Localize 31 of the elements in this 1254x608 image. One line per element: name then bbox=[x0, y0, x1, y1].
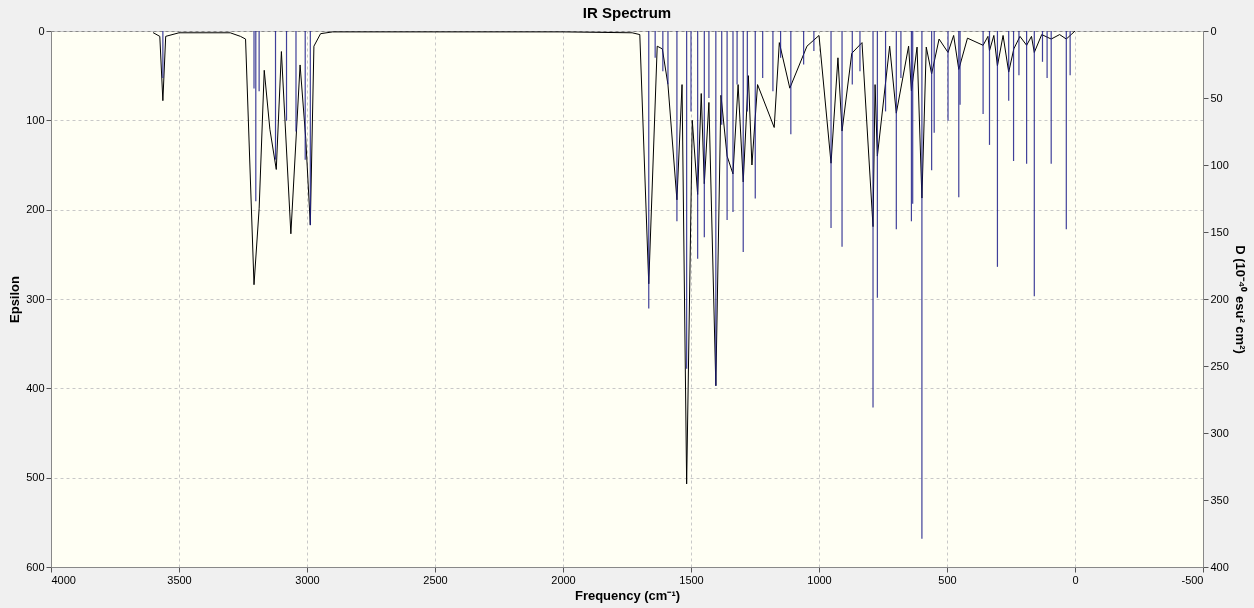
x-tick-label: -500 bbox=[1181, 573, 1204, 586]
y-tick-label: 400 bbox=[26, 381, 45, 394]
y2-tick-label: 250 bbox=[1210, 359, 1229, 372]
y2-tick-label: 100 bbox=[1210, 158, 1229, 171]
x-tick-label: 3500 bbox=[167, 573, 192, 586]
y-tick-label: 0 bbox=[38, 24, 45, 37]
y-tick-label: 600 bbox=[26, 560, 45, 573]
y2-tick-label: 200 bbox=[1210, 292, 1229, 305]
x-tick-label: 3000 bbox=[295, 573, 320, 586]
y-tick-label: 100 bbox=[26, 113, 45, 126]
x-tick-label: 0 bbox=[1072, 573, 1079, 586]
x-tick-label: 2500 bbox=[423, 573, 448, 586]
y2-tick-label: 0 bbox=[1210, 24, 1217, 37]
x-tick-label: 1000 bbox=[807, 573, 832, 586]
y-tick-label: 300 bbox=[26, 292, 45, 305]
y-tick-label: 200 bbox=[26, 203, 45, 216]
y-axis-title: Epsilon bbox=[7, 275, 23, 323]
x-tick-label: 1500 bbox=[679, 573, 704, 586]
line-series bbox=[152, 31, 1076, 485]
y2-tick-label: 50 bbox=[1210, 91, 1223, 104]
x-tick-label: 4000 bbox=[51, 573, 76, 586]
y2-tick-label: 400 bbox=[1210, 560, 1229, 573]
y-tick-label: 500 bbox=[26, 471, 45, 484]
y2-tick-label: 300 bbox=[1210, 426, 1229, 439]
x-tick-label: 2000 bbox=[551, 573, 576, 586]
y2-axis-title: D (10⁻⁴⁰ esu² cm²) bbox=[1232, 245, 1248, 354]
x-tick-label: 500 bbox=[938, 573, 957, 586]
x-axis-title: Frequency (cm⁻¹) bbox=[574, 587, 681, 603]
y2-tick-label: 150 bbox=[1210, 225, 1229, 238]
chart-title: IR Spectrum bbox=[582, 4, 672, 21]
y2-tick-label: 350 bbox=[1210, 493, 1229, 506]
